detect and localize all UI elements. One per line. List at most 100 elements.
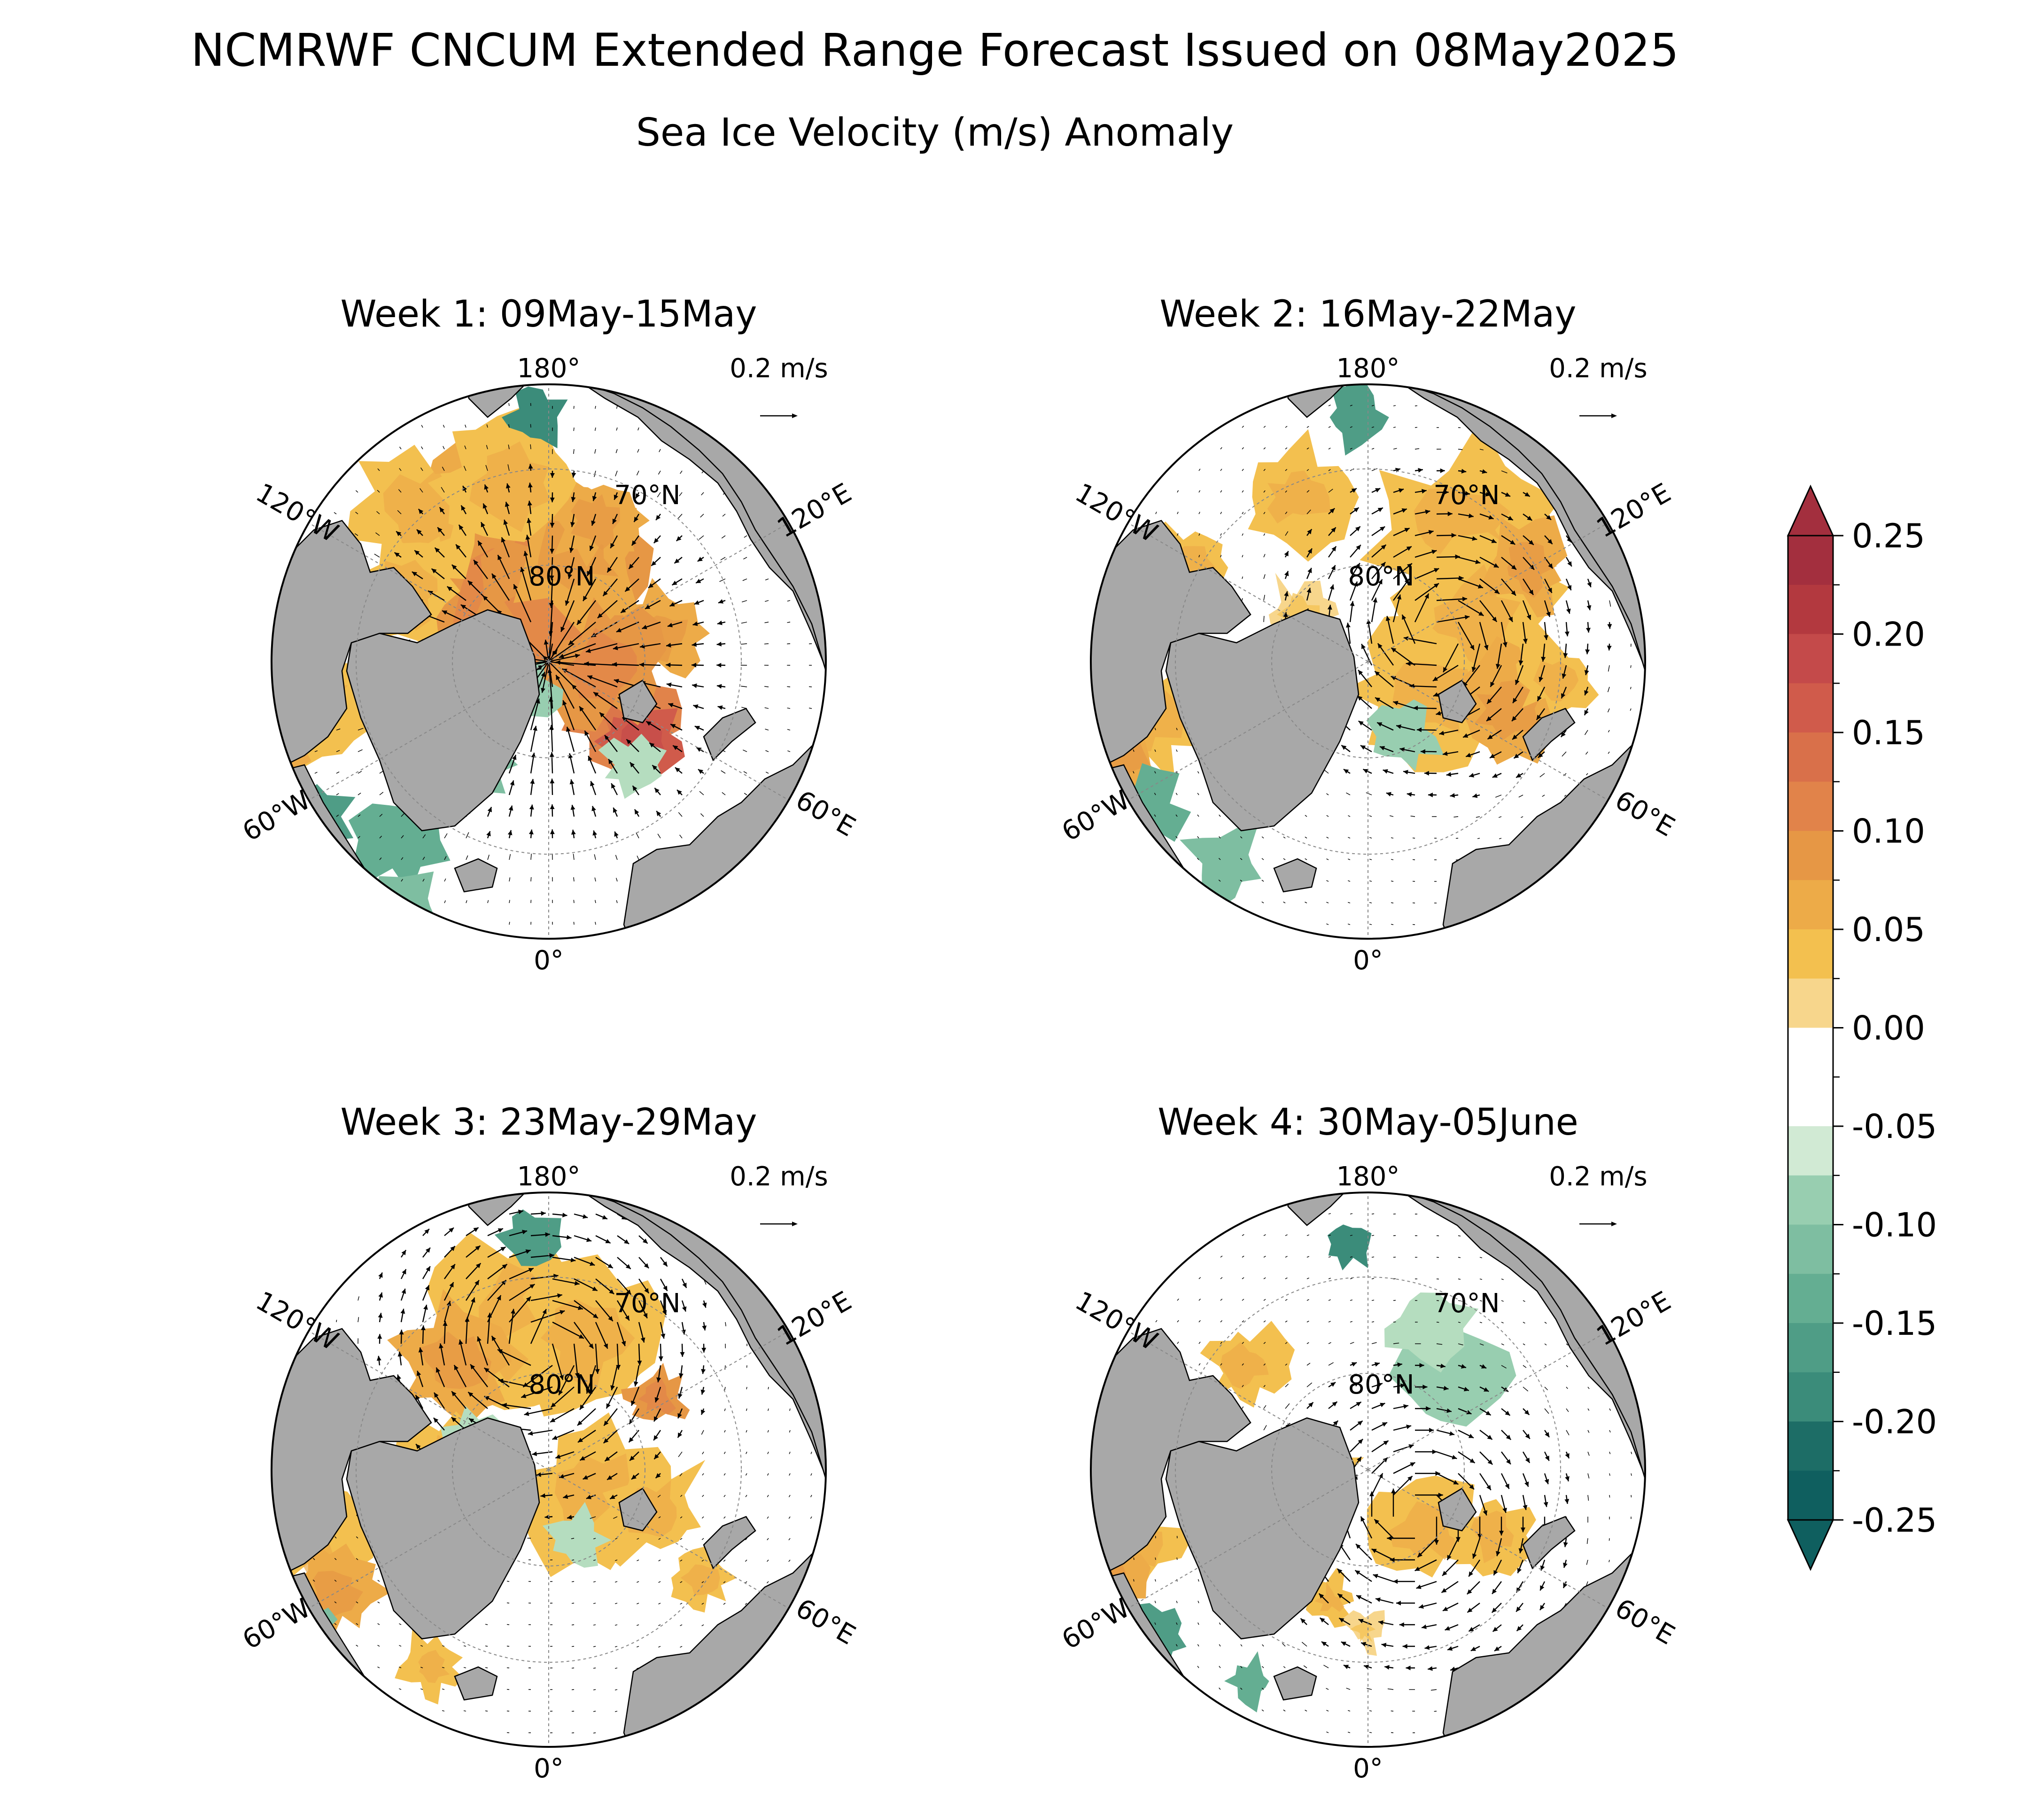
lon-label-60e: 60°E [791, 785, 861, 843]
vector-arrow [809, 686, 812, 687]
vector-arrow [746, 1387, 747, 1389]
colorbar-bin [1788, 979, 1833, 1028]
vector-arrow [768, 1387, 769, 1389]
colorbar-bin [1788, 1077, 1833, 1126]
map-panel-3: Week 3: 23May-29May180°0°120°W60°W120°E6… [238, 1101, 861, 1784]
vector-arrow [1415, 405, 1417, 406]
lon-label-0: 0° [1353, 945, 1383, 976]
figure-title: NCMRWF CNCUM Extended Range Forecast Iss… [191, 24, 1679, 77]
lon-label-60e: 60°E [1610, 1593, 1680, 1651]
vector-arrow [572, 1603, 574, 1604]
vector-arrow [1391, 924, 1393, 925]
reference-vector-label: 0.2 m/s [1549, 353, 1647, 384]
panel-title: Week 2: 16May-22May [1160, 293, 1577, 335]
colorbar-tick-label: -0.20 [1852, 1403, 1937, 1441]
vector-arrow [1372, 1235, 1374, 1236]
vector-arrow [572, 1646, 574, 1647]
colorbar-bin [1788, 782, 1833, 831]
negative-anomaly-patch [368, 872, 437, 945]
vector-arrow [1393, 405, 1396, 406]
vector-arrow [509, 922, 510, 925]
vector-arrow [593, 1711, 596, 1712]
vector-arrow [1415, 427, 1417, 428]
vector-arrow [530, 444, 531, 449]
vector-arrow [485, 1624, 488, 1625]
colorbar-bin [1788, 1274, 1833, 1323]
colorbar-bin [1788, 585, 1833, 634]
vector-arrow [572, 1581, 574, 1582]
lon-label-180: 180° [517, 1161, 581, 1192]
lon-label-60w: 60°W [238, 1593, 316, 1656]
vector-arrow [485, 1667, 488, 1668]
vector-arrow [549, 1538, 552, 1539]
colorbar-bin [1788, 831, 1833, 880]
colorbar-bin [1788, 683, 1833, 732]
lat-label-80n: 80°N [528, 561, 595, 592]
vector-arrow [1458, 449, 1462, 450]
vector-arrow [593, 1646, 596, 1647]
colorbar-bin [1788, 1323, 1833, 1372]
lon-label-60w: 60°W [238, 785, 316, 848]
vector-arrow [1458, 1257, 1461, 1258]
reference-arrowhead [1611, 413, 1617, 418]
vector-arrow [507, 1624, 509, 1625]
colorbar-tick-label: 0.15 [1852, 714, 1925, 752]
lon-label-120e: 120°E [1592, 1285, 1676, 1352]
map-panel-2: Week 2: 16May-22May180°0°120°W60°W120°E6… [1057, 293, 1680, 976]
colorbar-tick-label: 0.05 [1852, 911, 1925, 949]
lon-label-180: 180° [517, 353, 581, 384]
vector-arrow [1609, 1495, 1610, 1497]
lat-label-80n: 80°N [1348, 1370, 1414, 1400]
vector-arrow [1369, 1732, 1372, 1733]
lon-label-60w: 60°W [1057, 785, 1135, 848]
reference-vector-label: 0.2 m/s [730, 1161, 828, 1192]
vector-arrow [1391, 859, 1393, 860]
lon-label-180: 180° [1337, 1161, 1400, 1192]
lon-label-60w: 60°W [1057, 1593, 1135, 1656]
vector-arrow [1372, 1300, 1374, 1301]
lat-label-70n: 70°N [614, 1288, 680, 1319]
reference-vector: 0.2 m/s [730, 1161, 828, 1226]
colorbar-bin [1788, 634, 1833, 684]
lat-label-80n: 80°N [1348, 561, 1414, 592]
reference-arrowhead [792, 1222, 798, 1226]
reference-vector-label: 0.2 m/s [1549, 1161, 1647, 1192]
panel-title: Week 1: 09May-15May [341, 293, 757, 335]
lat-label-80n: 80°N [528, 1370, 595, 1400]
vector-arrow [530, 424, 531, 428]
lon-label-0: 0° [534, 945, 564, 976]
vector-arrow [336, 1320, 337, 1322]
vector-arrow [1631, 1473, 1632, 1476]
colorbar-tick-label: -0.05 [1852, 1107, 1937, 1146]
reference-vector: 0.2 m/s [730, 353, 828, 418]
colorbar-extend-max [1788, 486, 1833, 536]
colorbar-bin [1788, 1028, 1833, 1077]
lat-label-70n: 70°N [1433, 1288, 1500, 1319]
vector-arrow [1434, 1711, 1437, 1712]
reference-vector: 0.2 m/s [1549, 1161, 1647, 1226]
reference-vector-label: 0.2 m/s [730, 353, 828, 384]
colorbar-extend-min [1788, 1520, 1833, 1569]
colorbar-bin [1788, 1176, 1833, 1225]
colorbar-bin [1788, 1471, 1833, 1520]
map-area [239, 1160, 859, 1780]
colorbar-bin [1788, 732, 1833, 782]
vector-arrow [1155, 1558, 1156, 1560]
colorbar-tick-label: 0.00 [1852, 1009, 1925, 1048]
colorbar-tick-label: 0.25 [1852, 517, 1925, 555]
lat-label-70n: 70°N [614, 480, 680, 511]
reference-arrowhead [792, 413, 798, 418]
panel-title: Week 3: 23May-29May [341, 1101, 757, 1144]
colorbar-bin [1788, 929, 1833, 979]
colorbar: 0.250.200.150.100.050.00-0.05-0.10-0.15-… [1788, 486, 1937, 1569]
vector-arrow [1413, 859, 1415, 860]
map-area [239, 351, 859, 972]
colorbar-tick-label: 0.20 [1852, 615, 1925, 654]
colorbar-bin [1788, 536, 1833, 585]
map-area [1058, 351, 1678, 972]
colorbar-tick-label: -0.25 [1852, 1501, 1937, 1540]
colorbar-bin [1788, 1126, 1833, 1176]
lon-label-120e: 120°E [772, 477, 857, 544]
